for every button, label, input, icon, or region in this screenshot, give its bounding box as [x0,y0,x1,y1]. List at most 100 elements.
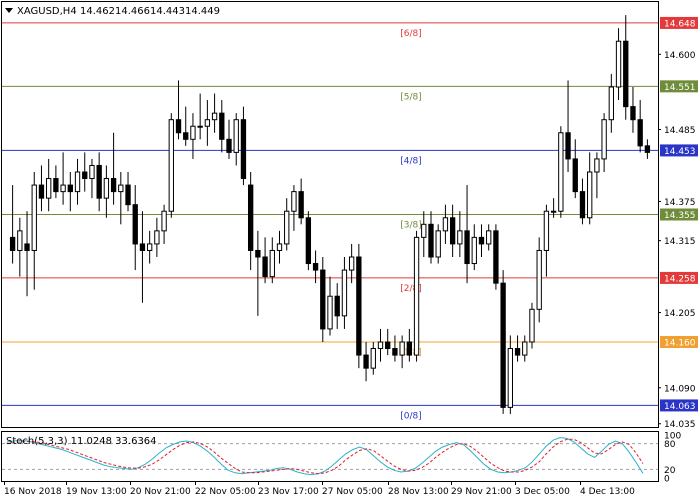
candle-80 [587,152,593,225]
candle-46 [341,257,348,329]
candle-75 [550,198,557,218]
stoch-tick-label-0: 100 [664,432,681,442]
candle-body-bear [385,341,391,350]
candle-27 [204,100,211,146]
candle-body-bull [168,119,174,212]
candle-body-bear [464,230,470,265]
candle-body-bear [226,138,232,153]
time-tick-label-1: 19 Nov 13:00 [66,487,127,497]
candle-52 [385,328,391,356]
candle-body-bull [543,210,550,251]
candle-35 [262,237,268,284]
candle-body-bear [565,132,571,160]
header-close: 14.449 [185,6,220,17]
candle-9 [74,158,81,205]
candle-16 [125,172,131,212]
time-tick-label-4: 23 Nov 17:00 [258,487,319,497]
candle-body-bull [154,230,160,245]
candle-body-bull [284,210,290,245]
candle-body-bull [46,178,52,199]
candle-body-bear [183,132,189,140]
candle-23 [175,80,182,140]
candle-79 [579,178,586,225]
price-tick-label-1: 14.485 [664,126,696,136]
level-price-text-3: 14.355 [664,211,696,221]
candle-body-bull [233,119,239,153]
triangle-down-icon[interactable] [5,8,13,13]
stoch-line-main [6,437,644,476]
candle-67 [493,224,499,290]
price-axis: 14.600 14.485 14.375 14.315 14.205 14.090 14.0… [658,51,696,430]
candle-21 [161,204,167,244]
candle-28 [211,93,218,133]
candle-40 [298,178,304,225]
candle-15 [118,172,124,225]
candle-84 [615,28,622,101]
price-tick-label-4: 14.205 [664,309,696,319]
candle-45 [334,283,340,329]
candle-body-bull [211,112,218,121]
candle-body-bull [370,348,376,369]
candle-48 [356,243,362,369]
level-price-text-4: 14.258 [664,274,696,284]
candle-body-bear [67,184,73,193]
level-price-badge-6 [660,399,698,412]
header-low: 14.443 [150,6,185,17]
candle-26 [197,93,203,140]
level-price-badge-1 [660,80,698,93]
candle-body-bear [255,249,261,258]
candle-body-bear [449,217,456,245]
candle-body-bull [522,341,528,356]
price-tick-label-3: 14.315 [664,237,696,247]
candle-10 [82,152,88,192]
candle-body-bull [435,230,441,258]
candle-55 [406,328,413,362]
candle-85 [623,15,629,120]
candle-8 [67,172,73,212]
header-high: 14.466 [115,6,150,17]
level-price-text-5: 14.160 [664,339,696,349]
candle-body-bull [399,341,405,356]
candle-78 [572,139,578,199]
stoch-tick-label-1: 80 [664,440,676,450]
candle-body-bear [579,191,586,219]
candle-body-bull [146,243,153,251]
candle-body-bear [262,256,268,278]
candle-body-bear [428,223,434,258]
candle-body-bull [17,230,23,251]
candle-33 [247,172,254,271]
candle-6 [53,165,59,199]
candle-56 [413,230,420,362]
header-symbol: XAGUSD,H4 [17,6,77,17]
level-price-text-2: 14.453 [664,147,696,157]
candle-31 [233,113,239,166]
candle-68 [500,270,506,414]
candle-body-bear [334,295,340,317]
time-tick-label-0: 16 Nov 2018 [4,487,62,497]
time-axis: 16 Nov 2018 19 Nov 13:00 20 Nov 21:00 22 No… [4,481,635,497]
time-tick-label-6: 28 Nov 13:00 [388,487,449,497]
candle-81 [594,152,600,199]
candle-71 [522,335,528,362]
candle-body-bull [608,86,614,121]
candle-53 [392,335,398,362]
candle-body-bull [276,243,283,251]
candle-body-bear [363,354,369,369]
price-tick-label-2: 14.375 [664,198,696,208]
candle-58 [428,211,434,264]
candle-body-bear [630,106,636,121]
candle-63 [464,185,470,284]
candle-29 [219,100,225,153]
header-open: 14.462 [80,6,115,17]
candle-body-bull [341,269,348,317]
candle-body-bull [103,178,110,199]
candle-50 [370,342,376,375]
candle-64 [471,224,477,271]
candle-body-bull [550,210,557,213]
candle-44 [327,276,333,336]
candle-12 [96,152,102,212]
candle-69 [507,335,514,414]
price-tick-label-0: 14.600 [664,51,696,61]
candle-body-bear [298,191,304,219]
